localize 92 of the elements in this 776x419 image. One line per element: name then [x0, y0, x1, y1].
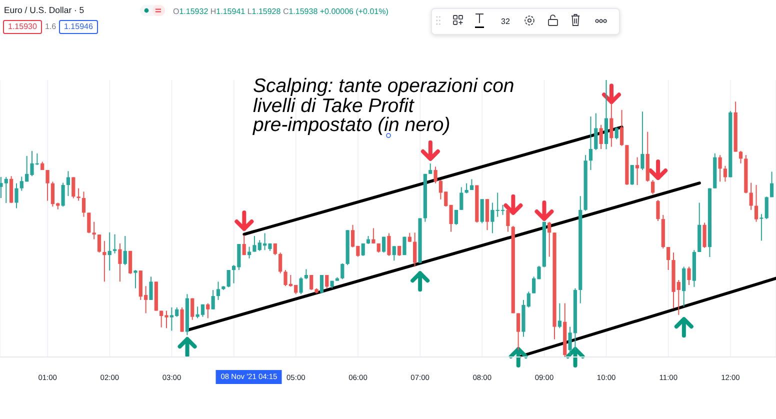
candlestick	[610, 102, 614, 148]
text: O1.15932 H1.15941 L1.15928 C1.15938 +0.00006 (+0.01%)	[173, 7, 388, 16]
candlestick	[4, 176, 8, 204]
candlestick	[387, 232, 391, 256]
candlestick	[630, 164, 634, 186]
candlestick	[614, 126, 618, 140]
candlestick	[361, 242, 365, 256]
point	[566, 347, 585, 368]
candlestick	[226, 270, 230, 288]
candlestick	[718, 154, 722, 182]
text: 1.15946	[59, 20, 98, 34]
candlestick	[682, 266, 686, 308]
candlestick	[770, 171, 774, 198]
point	[410, 271, 430, 292]
candlestick	[454, 209, 458, 226]
candlestick	[10, 176, 14, 204]
candlestick	[76, 188, 80, 202]
chart-title: Euro / U.S. Dollar · 5	[4, 5, 84, 16]
candlestick	[485, 198, 490, 231]
candlestick	[82, 191, 86, 218]
candlestick	[320, 274, 324, 294]
candlestick	[372, 228, 376, 244]
candlestick	[97, 234, 102, 254]
candlestick	[108, 232, 112, 272]
text: 1.15930	[3, 20, 42, 34]
point	[602, 84, 621, 104]
candlestick	[87, 212, 91, 234]
candlestick	[666, 246, 670, 271]
candlestick	[620, 109, 624, 146]
candlestick	[123, 235, 127, 266]
candlestick	[118, 242, 122, 282]
candlestick	[754, 184, 758, 222]
candlestick	[599, 124, 603, 150]
candlestick	[66, 170, 70, 197]
point	[508, 347, 528, 368]
candlestick	[61, 182, 65, 208]
candlestick	[764, 196, 768, 220]
candlestick	[738, 150, 743, 164]
point	[420, 140, 440, 161]
point	[648, 160, 668, 180]
candlestick	[14, 182, 18, 209]
candlestick	[516, 312, 520, 351]
point	[674, 317, 694, 338]
text: 32	[501, 16, 510, 27]
candlestick	[278, 252, 282, 274]
candlestick	[460, 186, 464, 210]
candlestick	[206, 302, 210, 319]
candlestick	[723, 165, 728, 182]
point	[534, 200, 554, 222]
candlestick	[548, 221, 552, 258]
candlestick	[247, 246, 252, 259]
candlestick	[112, 234, 117, 254]
candlestick	[490, 202, 494, 234]
candlestick	[470, 178, 474, 190]
candlestick	[749, 182, 753, 210]
point	[178, 337, 197, 358]
candlestick	[46, 170, 50, 202]
text: 1.6	[45, 21, 56, 32]
candlestick	[340, 262, 344, 280]
candlestick	[656, 199, 660, 222]
candlestick	[392, 245, 396, 262]
candlestick	[760, 214, 764, 242]
candlestick	[134, 270, 138, 289]
point	[504, 194, 523, 215]
candlestick	[506, 209, 510, 232]
candlestick	[635, 156, 640, 186]
candlestick	[382, 236, 386, 254]
candlestick	[72, 176, 76, 199]
candlestick	[687, 266, 691, 286]
candlestick	[102, 240, 106, 282]
candlestick	[128, 250, 132, 274]
candlestick	[190, 298, 194, 320]
candlestick	[216, 281, 220, 300]
candlestick	[428, 162, 432, 174]
candlestick	[325, 274, 329, 289]
candlestick	[211, 289, 215, 310]
annotation: Scalping: tante operazioni con livelli di Take Profit pre-impostato (in nero)	[253, 75, 514, 136]
candlestick	[480, 198, 484, 224]
candlestick	[180, 306, 184, 332]
candlestick	[92, 221, 96, 240]
candlestick	[651, 179, 655, 195]
candlestick	[558, 302, 562, 329]
candlestick	[304, 268, 308, 280]
point	[234, 210, 254, 231]
candlestick	[594, 112, 598, 151]
candlestick	[299, 276, 303, 295]
candlestick	[413, 232, 417, 268]
candlestick	[702, 222, 706, 248]
candlestick	[149, 276, 153, 300]
candlestick	[588, 116, 593, 171]
candlestick	[640, 111, 644, 171]
candlestick	[242, 234, 246, 256]
